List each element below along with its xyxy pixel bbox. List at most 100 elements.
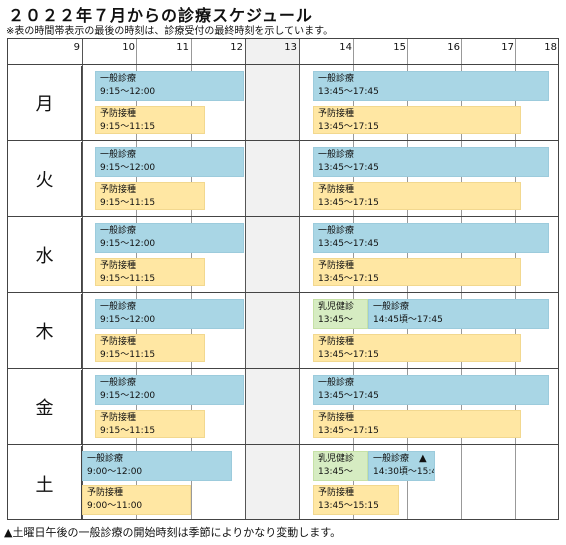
general-consultation-morning: 一般診療 9:15～12:00 [95, 71, 244, 101]
bar-time: 13:45～17:45 [318, 391, 379, 401]
bar-label: 一般診療 [318, 74, 355, 84]
hour-tick-10: 10 [122, 42, 135, 53]
bar-time: 13:45～15:15 [318, 501, 379, 511]
bar-label: 予防接種 [318, 488, 355, 498]
vaccination-afternoon: 予防接種 13:45～17:15 [313, 334, 521, 362]
bar-label: 一般診療 [100, 226, 137, 236]
bar-label: 予防接種 [100, 185, 137, 195]
bar-label-text: 一般診療 [373, 454, 410, 464]
bar-label: 予防接種 [100, 109, 137, 119]
bar-time: 9:15～12:00 [100, 239, 156, 249]
bar-label: 乳児健診 [318, 454, 355, 464]
bar-time: 9:15～11:15 [100, 426, 156, 436]
bar-time: 14:45頃～17:45 [373, 315, 443, 325]
bar-time: 13:45～17:15 [318, 198, 379, 208]
bar-time: 14:30頃～15:45 [373, 467, 434, 477]
day-label-mon: 月 [8, 66, 82, 140]
triangle-mark-icon: ▲ [419, 453, 427, 464]
general-consultation-afternoon: 一般診療 13:45～17:45 [313, 223, 549, 253]
day-row-fri: 金 一般診療 9:15～12:00 予防接種 9:15～11:15 一般診療 1… [8, 370, 558, 445]
bar-label: 予防接種 [87, 488, 124, 498]
general-consultation-afternoon: 一般診療 13:45～17:45 [313, 71, 549, 101]
bar-label: 予防接種 [318, 261, 355, 271]
vaccination-morning: 予防接種 9:15～11:15 [95, 182, 205, 210]
hour-tick-15: 15 [393, 42, 406, 53]
page-title: ２０２２年７月からの診療スケジュール [8, 6, 313, 25]
general-consultation-morning: 一般診療 9:00～12:00 [82, 451, 232, 481]
bar-time: 13:45～17:45 [318, 87, 379, 97]
bar-label: 一般診療 [87, 454, 124, 464]
vaccination-afternoon: 予防接種 13:45～15:15 [313, 485, 399, 515]
hour-tick-12: 12 [230, 42, 243, 53]
day-row-sat: 土 一般診療 9:00～12:00 予防接種 9:00～11:00 乳児健診 1… [8, 446, 558, 519]
general-consultation-afternoon: 一般診療 ▲ 14:30頃～15:45 [368, 451, 435, 481]
time-header: 9 10 11 12 13 14 15 16 17 18 [8, 39, 558, 65]
bar-time: 9:15～11:15 [100, 350, 156, 360]
bar-label: 予防接種 [100, 413, 137, 423]
vaccination-morning: 予防接種 9:15～11:15 [95, 258, 205, 286]
grid-line-12 [245, 39, 246, 519]
hour-tick-14: 14 [339, 42, 352, 53]
day-row-mon: 月 一般診療 9:15～12:00 予防接種 9:15～11:15 一般診療 1… [8, 66, 558, 141]
bar-label: 予防接種 [318, 413, 355, 423]
grid-line-9 [82, 39, 83, 519]
bar-label: 一般診療 [100, 74, 137, 84]
bar-time: 9:00～11:00 [87, 501, 143, 511]
bar-label: 乳児健診 [318, 302, 355, 312]
bar-label: 予防接種 [100, 337, 137, 347]
general-consultation-afternoon: 一般診療 13:45～17:45 [313, 375, 549, 405]
hour-tick-16: 16 [447, 42, 460, 53]
bar-label: 一般診療 [318, 378, 355, 388]
day-label-thu: 木 [8, 294, 82, 368]
vaccination-morning: 予防接種 9:15～11:15 [95, 410, 205, 438]
infant-checkup-afternoon: 乳児健診 13:45～ [313, 451, 368, 481]
vaccination-afternoon: 予防接種 13:45～17:15 [313, 182, 521, 210]
bar-time: 13:45～17:45 [318, 239, 379, 249]
bar-time: 9:15～12:00 [100, 391, 156, 401]
bar-label: 一般診療 [318, 226, 355, 236]
day-row-thu: 木 一般診療 9:15～12:00 予防接種 9:15～11:15 乳児健診 1… [8, 294, 558, 369]
footnote: ▲土曜日午後の一般診療の開始時刻は季節によりかなり変動します。 [4, 526, 342, 539]
bar-time: 9:15～12:00 [100, 87, 156, 97]
bar-label: 一般診療 [373, 302, 410, 312]
day-label-sat: 土 [8, 446, 82, 519]
bar-time: 9:15～12:00 [100, 163, 156, 173]
bar-time: 13:45～ [318, 467, 353, 477]
bar-label: 一般診療 [100, 302, 137, 312]
hour-tick-17: 17 [501, 42, 514, 53]
vaccination-afternoon: 予防接種 13:45～17:15 [313, 410, 521, 438]
general-consultation-morning: 一般診療 9:15～12:00 [95, 147, 244, 177]
bar-time: 13:45～17:15 [318, 426, 379, 436]
bar-time: 9:15～11:15 [100, 274, 156, 284]
bar-time: 13:45～17:15 [318, 350, 379, 360]
bar-time: 9:00～12:00 [87, 467, 143, 477]
vaccination-morning: 予防接種 9:00～11:00 [82, 485, 191, 515]
day-label-fri: 金 [8, 370, 82, 444]
bar-label: 予防接種 [318, 109, 355, 119]
bar-label: 予防接種 [318, 185, 355, 195]
page-subtitle: ※表の時間帯表示の最後の時刻は、診療受付の最終時刻を示しています。 [6, 26, 334, 37]
bar-time: 13:45～17:15 [318, 274, 379, 284]
bar-label: 予防接種 [318, 337, 355, 347]
bar-label: 一般診療 [100, 378, 137, 388]
bar-time: 9:15～11:15 [100, 198, 156, 208]
bar-label: 予防接種 [100, 261, 137, 271]
day-label-tue: 火 [8, 142, 82, 216]
grid-line-13 [299, 39, 300, 519]
bar-time: 9:15～11:15 [100, 122, 156, 132]
general-consultation-morning: 一般診療 9:15～12:00 [95, 223, 244, 253]
hour-tick-13: 13 [284, 42, 297, 53]
bar-time: 9:15～12:00 [100, 315, 156, 325]
vaccination-morning: 予防接種 9:15～11:15 [95, 334, 205, 362]
hour-tick-11: 11 [176, 42, 189, 53]
general-consultation-afternoon: 一般診療 13:45～17:45 [313, 147, 549, 177]
vaccination-afternoon: 予防接種 13:45～17:15 [313, 106, 521, 134]
infant-checkup-afternoon: 乳児健診 13:45～ [313, 299, 368, 329]
bar-label: 一般診療 [318, 150, 355, 160]
bar-time: 13:45～ [318, 315, 353, 325]
vaccination-morning: 予防接種 9:15～11:15 [95, 106, 205, 134]
general-consultation-morning: 一般診療 9:15～12:00 [95, 375, 244, 405]
hour-tick-18: 18 [544, 42, 557, 53]
hour-tick-9: 9 [73, 42, 80, 53]
bar-label: 一般診療 ▲ [373, 453, 430, 465]
